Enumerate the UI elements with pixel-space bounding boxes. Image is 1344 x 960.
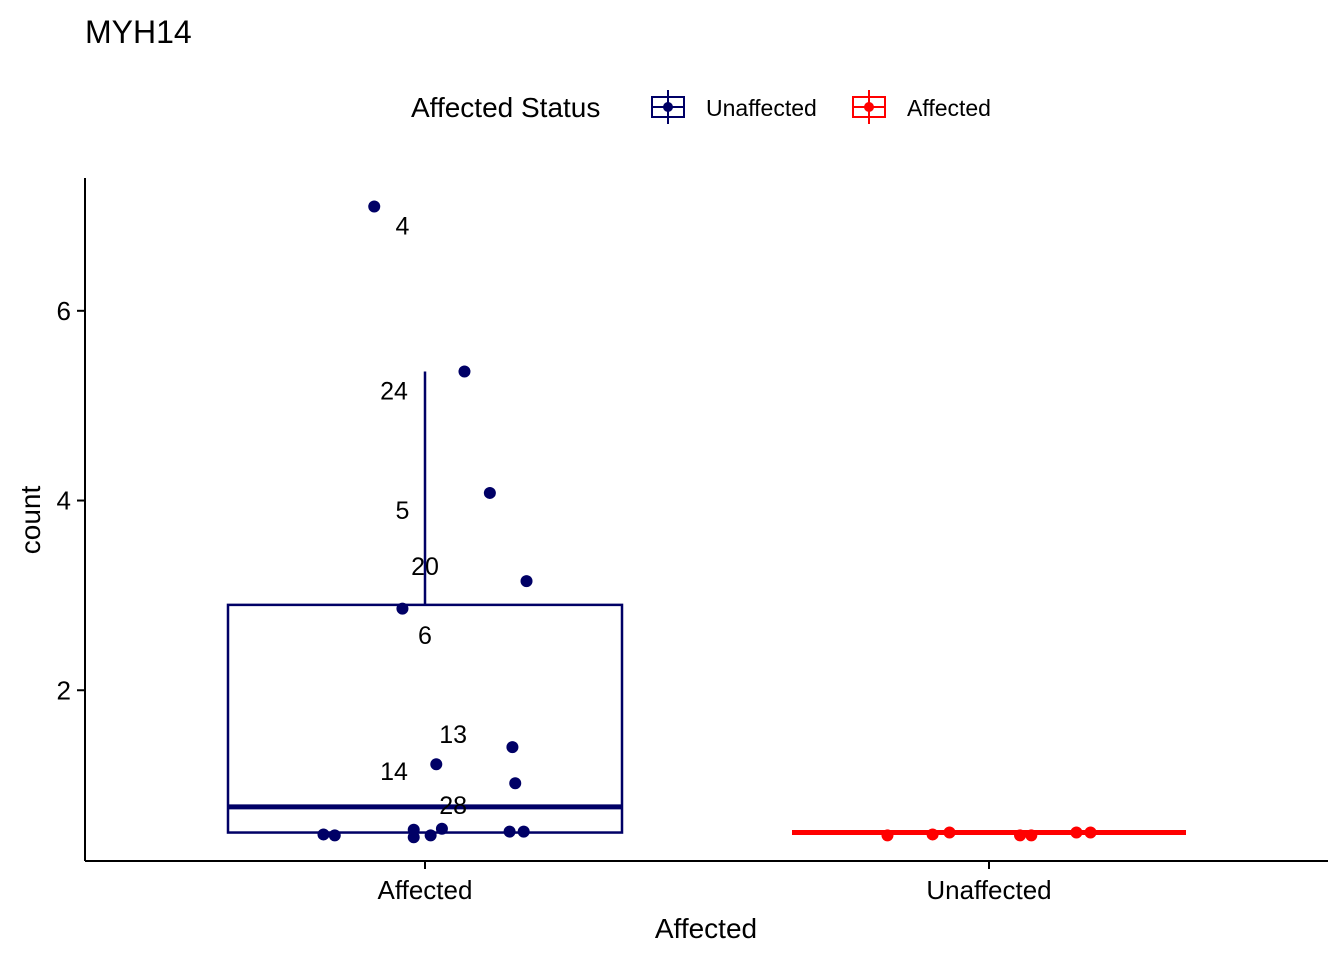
x-axis-title: Affected	[655, 913, 757, 944]
data-point	[458, 365, 471, 378]
data-point	[430, 758, 443, 771]
legend-label-affected: Affected	[907, 95, 991, 121]
point-label: 6	[418, 622, 432, 650]
data-point	[509, 777, 522, 790]
data-point	[483, 486, 496, 499]
y-tick-label: 4	[57, 486, 71, 516]
point-label: 24	[380, 377, 408, 405]
data-point	[881, 829, 894, 842]
y-tick-label: 6	[57, 296, 71, 326]
point-label: 13	[439, 721, 467, 749]
x-tick-label: Affected	[378, 875, 473, 905]
data-point	[506, 741, 519, 754]
point-label: 4	[395, 212, 409, 240]
data-point	[1070, 826, 1083, 839]
x-tick-label: Unaffected	[926, 875, 1051, 905]
data-point	[1025, 829, 1038, 842]
y-tick-label: 2	[57, 675, 71, 705]
point-label: 14	[380, 758, 408, 786]
chart-title: MYH14	[85, 14, 192, 50]
data-point	[435, 822, 448, 835]
legend-label-unaffected: Unaffected	[706, 95, 817, 121]
point-label: 28	[439, 792, 467, 820]
data-point	[317, 828, 330, 841]
y-axis-title: count	[15, 486, 46, 555]
legend-entry-unaffected: Unaffected	[651, 90, 817, 124]
data-point	[517, 825, 530, 838]
data-point	[503, 825, 516, 838]
plot-area: 4 24 520 6 13 14 28	[226, 200, 1186, 844]
data-point	[520, 575, 533, 588]
data-point	[396, 602, 409, 615]
data-point	[407, 831, 420, 844]
data-point	[943, 826, 956, 839]
box-affected	[226, 603, 624, 834]
data-point	[368, 200, 381, 213]
legend-title: Affected Status	[411, 92, 600, 123]
legend: Affected Status Unaffected Affected	[411, 90, 991, 124]
data-point	[1014, 829, 1027, 842]
data-point	[328, 829, 341, 842]
point-label: 20	[411, 553, 439, 581]
data-point	[1084, 826, 1097, 839]
legend-entry-affected: Affected	[852, 90, 991, 124]
point-label: 5	[395, 497, 409, 525]
data-point	[424, 829, 437, 842]
data-point	[926, 828, 939, 841]
